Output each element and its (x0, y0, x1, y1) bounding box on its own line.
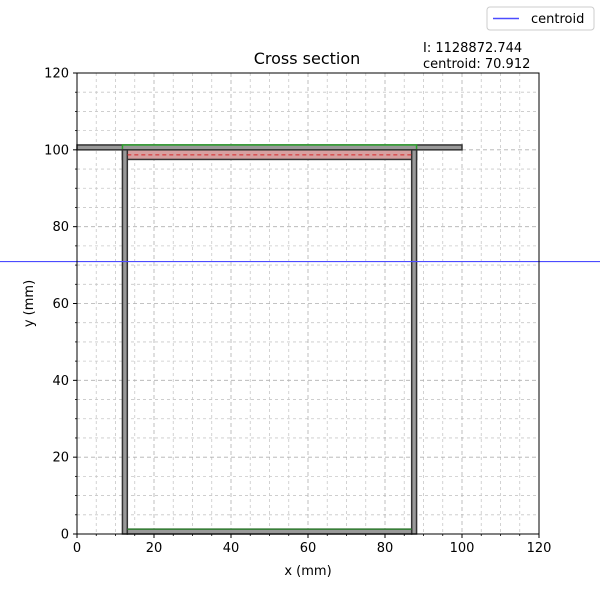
moment-of-inertia-label: I: 1128872.744 (423, 41, 522, 56)
section-member (410, 149, 418, 535)
major-grid (76, 72, 540, 535)
y-tick-label: 60 (52, 297, 69, 312)
y-tick-label: 40 (52, 374, 69, 389)
x-tick-label: 60 (300, 541, 317, 556)
legend-box (486, 6, 595, 31)
x-tick-label: 40 (223, 541, 240, 556)
x-tick-label: 80 (377, 541, 394, 556)
legend-entry-centroid: centroid (531, 12, 584, 27)
x-tick-label: 20 (146, 541, 163, 556)
centroid-value-label: centroid: 70.912 (423, 57, 530, 72)
chart-title: Cross section (254, 49, 361, 68)
y-tick-label: 0 (61, 528, 69, 543)
x-axis-label: x (mm) (284, 564, 331, 579)
y-axis-label: y (mm) (22, 280, 37, 327)
y-tick-label: 80 (52, 220, 69, 235)
legend: centroid (486, 6, 595, 31)
y-tick-label: 20 (52, 451, 69, 466)
x-tick-label: 100 (450, 541, 475, 556)
section-member (121, 149, 129, 535)
axis-ticks: 0 20 40 60 80 100 120 0 20 40 60 80 100 120 (44, 67, 551, 557)
y-tick-label: 120 (44, 67, 69, 82)
y-tick-label: 100 (44, 143, 69, 158)
section-member (126, 528, 413, 535)
x-tick-label: 120 (527, 541, 552, 556)
detail-lines (127, 154, 412, 530)
x-tick-label: 0 (73, 541, 81, 556)
